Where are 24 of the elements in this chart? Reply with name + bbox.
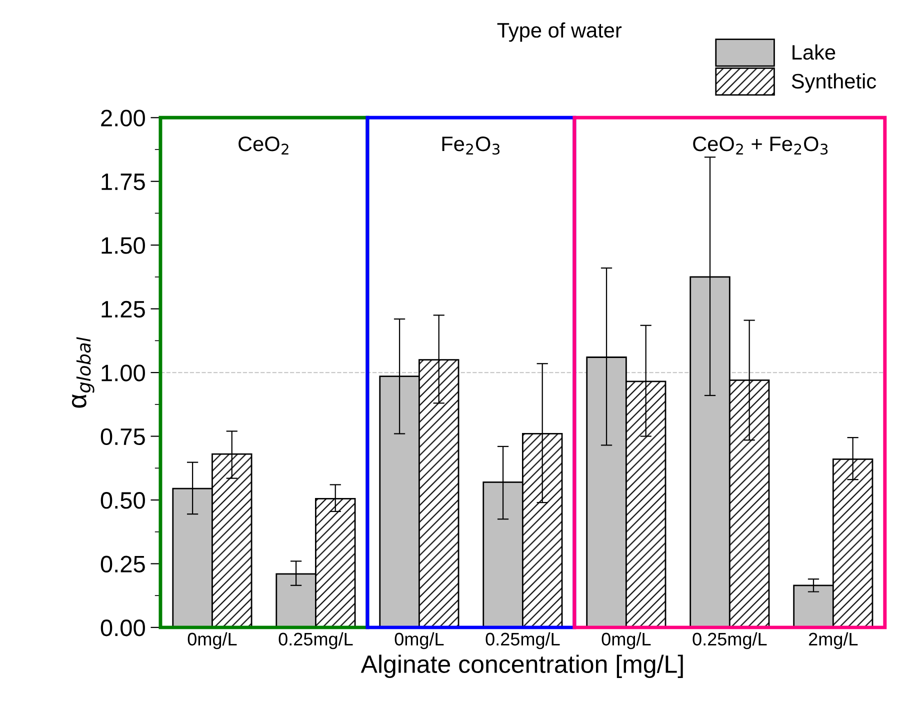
x-tick-label: 0mg/L xyxy=(188,632,237,650)
y-tick-label: 1.50 xyxy=(102,237,145,254)
y-tick-label: 0.50 xyxy=(100,492,145,509)
y-tick-label: 1.25 xyxy=(102,300,145,318)
annotation: Fe$_{2}$O$_{3}$ xyxy=(442,136,500,155)
annotation: CeO$_{2}$ + Fe$_{2}$O$_{3}$ xyxy=(693,136,828,155)
x-tick-label: 0mg/L xyxy=(394,632,444,650)
y-tick-label: 2.00 xyxy=(101,110,145,126)
x-tick-label: 0mg/L xyxy=(602,632,651,650)
y-tick-label: 1.75 xyxy=(102,174,145,190)
y-tick-label: 0.75 xyxy=(100,428,145,446)
annotation: CeO$_{2}$ xyxy=(238,136,288,154)
y-tick-label: 0.00 xyxy=(100,620,145,636)
x-axis-title: Alginate concentration [mg/L] xyxy=(360,654,683,678)
x-tick-label: 0.25mg/L xyxy=(692,632,767,650)
y-tick-label: 0.25 xyxy=(100,556,145,573)
legend-label: Lake xyxy=(792,44,836,60)
y-tick-label: 1.00 xyxy=(102,364,145,382)
legend-label: Synthetic xyxy=(792,73,876,93)
x-tick-label: 2mg/L xyxy=(808,632,858,650)
x-tick-label: 0.25mg/L xyxy=(486,632,560,650)
x-tick-label: 0.25mg/L xyxy=(278,632,353,650)
legend-title: Type of water xyxy=(497,22,622,42)
y-axis-title: α$_{global}$ xyxy=(72,337,94,408)
